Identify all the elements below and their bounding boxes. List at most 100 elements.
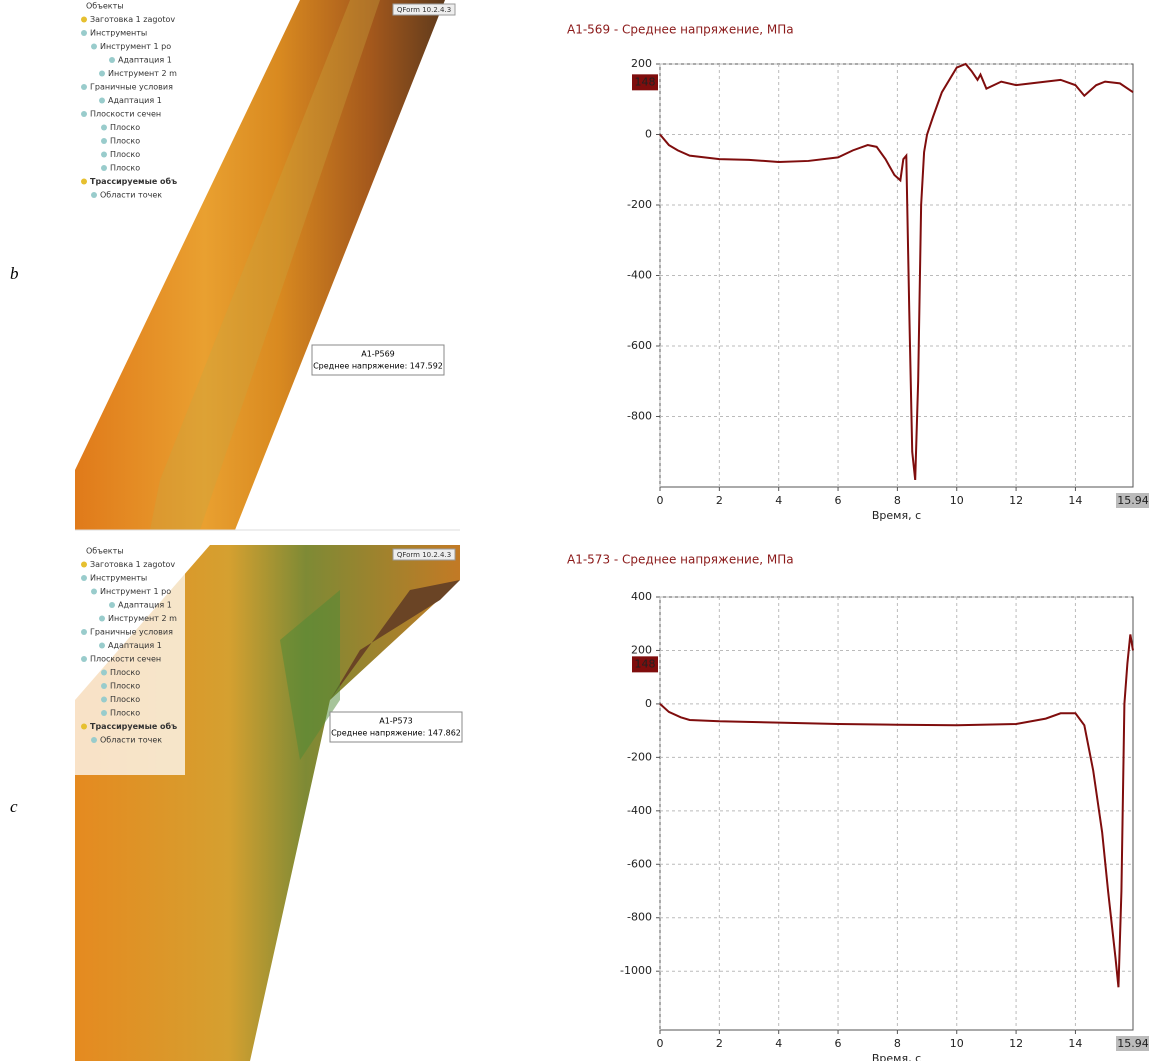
tree-icon bbox=[81, 575, 87, 581]
x-tick-label: 6 bbox=[835, 494, 842, 507]
cursor-label: 148 bbox=[635, 75, 656, 88]
tree-icon bbox=[101, 683, 107, 689]
tree-item: Адаптация 1 bbox=[108, 96, 162, 105]
tree-item: Адаптация 1 bbox=[118, 601, 172, 610]
x-tick-label: 10 bbox=[950, 494, 964, 507]
tree-icon bbox=[81, 724, 87, 730]
x-tick-label: 4 bbox=[775, 494, 782, 507]
tree-item: Трассируемые объ bbox=[90, 176, 177, 186]
tree-icon bbox=[81, 84, 87, 90]
tooltip-text: Среднее напряжение: 147.592 bbox=[313, 362, 443, 371]
tree-item: Заготовка 1 zagotov bbox=[90, 560, 175, 569]
tree-icon bbox=[91, 192, 97, 198]
tree-icon bbox=[81, 111, 87, 117]
tree-icon bbox=[99, 643, 105, 649]
tree-item: Инструмент 2 m bbox=[108, 614, 177, 623]
x-tick-label: 0 bbox=[657, 1037, 664, 1050]
y-tick-label: 200 bbox=[631, 643, 652, 656]
y-tick-label: -200 bbox=[627, 750, 652, 763]
tree-icon bbox=[81, 656, 87, 662]
tree-item: Граничные условия bbox=[90, 628, 173, 637]
tree-icon bbox=[99, 98, 105, 104]
y-tick-label: 400 bbox=[631, 590, 652, 603]
tree-item: Граничные условия bbox=[90, 83, 173, 92]
tree-icon bbox=[101, 697, 107, 703]
y-tick-label: -200 bbox=[627, 198, 652, 211]
tree-item: Заготовка 1 zagotov bbox=[90, 15, 175, 24]
tree-icon bbox=[101, 152, 107, 158]
x-tick-label: 2 bbox=[716, 494, 723, 507]
x-tick-label: 10 bbox=[950, 1037, 964, 1050]
tree-icon bbox=[91, 589, 97, 595]
tree-item: Области точек bbox=[100, 736, 162, 745]
x-tick-label: 12 bbox=[1009, 494, 1023, 507]
tree-item: Объекты bbox=[86, 2, 124, 11]
tree-item: Инструмент 1 ро bbox=[100, 42, 171, 51]
tree-icon bbox=[91, 44, 97, 50]
panel-label: b bbox=[10, 264, 19, 283]
x-tick-label: 8 bbox=[894, 1037, 901, 1050]
tree-item: Плоско bbox=[110, 123, 140, 132]
plot-area bbox=[660, 597, 1133, 1030]
tree-icon bbox=[101, 138, 107, 144]
tree-icon bbox=[81, 179, 87, 185]
tree-icon bbox=[99, 616, 105, 622]
y-tick-label: -1000 bbox=[620, 964, 652, 977]
tooltip-title: A1-P573 bbox=[379, 717, 413, 726]
panel-label: c bbox=[10, 797, 18, 816]
tree-item: Плоско bbox=[110, 695, 140, 704]
tree-item: Плоско bbox=[110, 137, 140, 146]
tree-icon bbox=[109, 602, 115, 608]
y-tick-label: -400 bbox=[627, 804, 652, 817]
tree-item: Объекты bbox=[86, 547, 124, 556]
y-tick-label: 0 bbox=[645, 697, 652, 710]
x-axis-label: Время, с bbox=[872, 1052, 921, 1061]
cursor-label: 148 bbox=[635, 657, 656, 670]
figure: b c Объекты Заготовка 1 zagotov Инструмент… bbox=[0, 0, 1149, 1061]
tree-icon bbox=[109, 57, 115, 63]
tooltip-text: Среднее напряжение: 147.862 bbox=[331, 729, 461, 738]
tree-item: Плоско bbox=[110, 150, 140, 159]
tree-icon bbox=[81, 17, 87, 23]
watermark: QForm 10.2.4.3 bbox=[397, 6, 451, 14]
tree-item: Инструмент 2 m bbox=[108, 69, 177, 78]
x-tick-label: 12 bbox=[1009, 1037, 1023, 1050]
tree-item: Плоскости сечен bbox=[90, 110, 161, 119]
tooltip-title: A1-P569 bbox=[361, 350, 395, 359]
x-tick-label: 0 bbox=[657, 494, 664, 507]
tree-item: Плоскости сечен bbox=[90, 655, 161, 664]
tree-icon bbox=[91, 737, 97, 743]
x-end-label: 15.94 bbox=[1117, 1037, 1149, 1050]
y-tick-label: -600 bbox=[627, 339, 652, 352]
tree-icon bbox=[101, 165, 107, 171]
tree-item: Плоско bbox=[110, 164, 140, 173]
chart-title: A1-569 - Среднее напряжение, МПа bbox=[567, 23, 794, 37]
y-tick-label: -800 bbox=[627, 911, 652, 924]
x-tick-label: 6 bbox=[835, 1037, 842, 1050]
tree-item: Инструмент 1 ро bbox=[100, 587, 171, 596]
y-tick-label: -800 bbox=[627, 410, 652, 423]
tree-item: Трассируемые объ bbox=[90, 721, 177, 731]
tree-icon bbox=[81, 30, 87, 36]
chart-title: A1-573 - Среднее напряжение, МПа bbox=[567, 553, 794, 567]
y-tick-label: 200 bbox=[631, 57, 652, 70]
tree-item: Инструменты bbox=[90, 574, 147, 583]
tree-icon bbox=[99, 71, 105, 77]
x-tick-label: 4 bbox=[775, 1037, 782, 1050]
x-end-label: 15.94 bbox=[1117, 494, 1149, 507]
x-tick-label: 8 bbox=[894, 494, 901, 507]
tree-item: Инструменты bbox=[90, 29, 147, 38]
x-tick-label: 14 bbox=[1068, 494, 1082, 507]
tree-item: Адаптация 1 bbox=[118, 56, 172, 65]
y-tick-label: -400 bbox=[627, 269, 652, 282]
x-axis-label: Время, с bbox=[872, 509, 921, 522]
tree-item: Области точек bbox=[100, 191, 162, 200]
tree-icon bbox=[81, 562, 87, 568]
watermark: QForm 10.2.4.3 bbox=[397, 551, 451, 559]
tree-icon bbox=[101, 125, 107, 131]
tree-item: Адаптация 1 bbox=[108, 641, 162, 650]
tree-icon bbox=[101, 670, 107, 676]
y-tick-label: 0 bbox=[645, 128, 652, 141]
tree-icon bbox=[81, 629, 87, 635]
tree-icon bbox=[101, 710, 107, 716]
